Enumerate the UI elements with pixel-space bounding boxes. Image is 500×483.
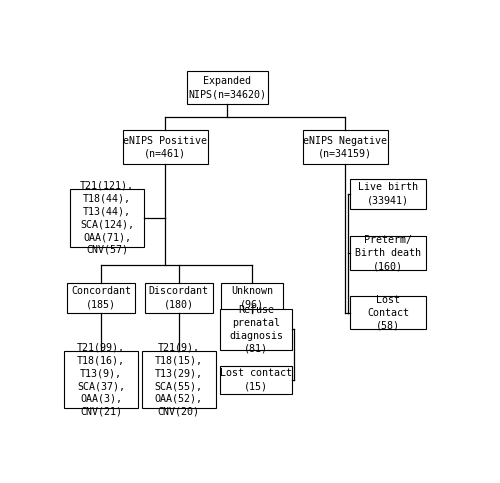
Text: Concordant
(185): Concordant (185)	[72, 286, 131, 309]
FancyBboxPatch shape	[220, 366, 292, 394]
FancyBboxPatch shape	[145, 283, 212, 313]
FancyBboxPatch shape	[350, 237, 426, 270]
FancyBboxPatch shape	[68, 283, 135, 313]
FancyBboxPatch shape	[186, 71, 268, 104]
Text: eNIPS Negative
(n=34159): eNIPS Negative (n=34159)	[304, 136, 388, 158]
Text: Discordant
(180): Discordant (180)	[149, 286, 209, 309]
Text: Lost contact
(15): Lost contact (15)	[220, 368, 292, 391]
FancyBboxPatch shape	[64, 351, 138, 409]
Text: Refuse
prenatal
diagnosis
(81): Refuse prenatal diagnosis (81)	[229, 305, 283, 354]
FancyBboxPatch shape	[222, 283, 284, 313]
Text: Unknown
(96): Unknown (96)	[232, 286, 274, 309]
FancyBboxPatch shape	[70, 189, 144, 247]
FancyBboxPatch shape	[142, 351, 216, 409]
Text: T21(99),
T18(16),
T13(9),
SCA(37),
OAA(3),
CNV(21): T21(99), T18(16), T13(9), SCA(37), OAA(3…	[77, 342, 125, 417]
FancyBboxPatch shape	[122, 130, 208, 164]
Text: T21(9),
T18(15),
T13(29),
SCA(55),
OAA(52),
CNV(20): T21(9), T18(15), T13(29), SCA(55), OAA(5…	[155, 342, 203, 417]
FancyBboxPatch shape	[220, 309, 292, 350]
Text: T21(121),
T18(44),
T13(44),
SCA(124),
OAA(71),
CNV(57): T21(121), T18(44), T13(44), SCA(124), OA…	[80, 181, 134, 255]
FancyBboxPatch shape	[350, 179, 426, 209]
Text: Lost
Contact
(58): Lost Contact (58)	[367, 295, 409, 330]
Text: Preterm/
Birth death
(160): Preterm/ Birth death (160)	[355, 235, 421, 271]
Text: eNIPS Positive
(n=461): eNIPS Positive (n=461)	[123, 136, 207, 158]
Text: Expanded
NIPS(n=34620): Expanded NIPS(n=34620)	[188, 76, 266, 99]
FancyBboxPatch shape	[350, 296, 426, 329]
Text: Live birth
(33941): Live birth (33941)	[358, 182, 418, 205]
FancyBboxPatch shape	[303, 130, 388, 164]
